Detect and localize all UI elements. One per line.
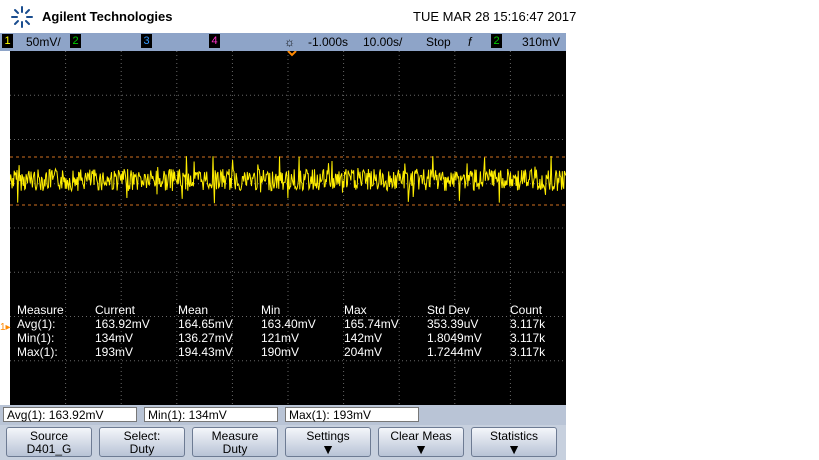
quick-meas: Min(1): 134mV: [144, 407, 278, 422]
meas-value: 3.117k: [510, 317, 546, 331]
column-header: Measure: [17, 303, 64, 317]
softkey-label: Clear Meas: [390, 429, 452, 443]
meas-value: 136.27mV: [178, 331, 233, 345]
column-header: Mean: [178, 303, 209, 317]
softkey-value: D401_G: [26, 442, 72, 456]
trigger-level: 310mV: [522, 35, 561, 49]
agilent-logo: [11, 6, 33, 28]
softkey-value: Duty: [222, 442, 248, 456]
softkey-label: Settings: [306, 429, 350, 443]
meas-label: Max(1):: [17, 345, 58, 359]
quick-meas: Max(1): 193mV: [285, 407, 419, 422]
meas-value: 142mV: [344, 331, 383, 345]
column-header: Std Dev: [427, 303, 470, 317]
trigger-edge: f: [468, 35, 472, 49]
meas-value: 3.117k: [510, 331, 546, 345]
meas-value: 163.92mV: [95, 317, 150, 331]
meas-label: Avg(1):: [17, 317, 56, 331]
softkey[interactable]: Select: Duty: [99, 427, 185, 457]
meas-value: 193mV: [95, 345, 134, 359]
softkey-arrow: ▼: [507, 441, 521, 457]
meas-value: 1.8049mV: [427, 331, 482, 345]
meas-value: 190mV: [261, 345, 300, 359]
softkey-label: Select:: [123, 429, 161, 443]
delay-icon: ☼: [284, 35, 295, 49]
softkey-value: Duty: [129, 442, 155, 456]
brand: Agilent Technologies: [42, 9, 173, 24]
meas-value: 353.39uV: [427, 317, 479, 331]
softkey-arrow: ▼: [321, 441, 335, 457]
ch1-ground-marker: 1▸: [0, 322, 11, 333]
waveform-screen: [10, 51, 566, 405]
softkey-label: Statistics: [489, 429, 538, 443]
meas-value: 194.43mV: [178, 345, 233, 359]
run-state: Stop: [426, 35, 451, 49]
ch1-indicator[interactable]: 1: [2, 34, 13, 48]
meas-value: 121mV: [261, 331, 300, 345]
softkey[interactable]: Statistics ▼: [471, 427, 557, 457]
status-bar: 1 50mV/ 2 3 4 ☼ -1.000s 10.00s/ Stop f 2…: [0, 33, 566, 51]
meas-value: 3.117k: [510, 345, 546, 359]
softkey[interactable]: Clear Meas ▼: [378, 427, 464, 457]
quick-meas-bar: Avg(1): 163.92mV Min(1): 134mV Max(1): 193…: [0, 405, 566, 425]
column-header: Current: [95, 303, 136, 317]
quick-meas: Avg(1): 163.92mV: [3, 407, 137, 422]
column-header: Count: [510, 303, 543, 317]
softkey-label: Measure: [211, 429, 259, 443]
meas-value: 1.7244mV: [427, 345, 482, 359]
softkey[interactable]: Source D401_G: [6, 427, 92, 457]
meas-value: 163.40mV: [261, 317, 316, 331]
ch3-indicator[interactable]: 3: [141, 34, 152, 48]
delay: -1.000s: [308, 35, 349, 49]
softkey-arrow: ▼: [414, 441, 428, 457]
softkey[interactable]: Measure Duty: [192, 427, 278, 457]
ch4-indicator[interactable]: 4: [209, 34, 220, 48]
ch2-indicator[interactable]: 2: [70, 34, 81, 48]
meas-value: 134mV: [95, 331, 134, 345]
meas-label: Min(1):: [17, 331, 55, 345]
timebase: 10.00s/: [363, 35, 403, 49]
softkey[interactable]: Settings ▼: [285, 427, 371, 457]
meas-value: 165.74mV: [344, 317, 399, 331]
trigger-marker: [287, 51, 297, 57]
meas-value: 164.65mV: [178, 317, 233, 331]
ch1-trace: [10, 155, 566, 204]
softkey-bar: Source D401_G Select: Duty Measure Duty Settin…: [0, 425, 566, 460]
column-header: Max: [344, 303, 367, 317]
ch1-scale: 50mV/: [26, 35, 61, 49]
meas-value: 204mV: [344, 345, 383, 359]
trigger-source: 2: [491, 34, 502, 48]
datetime: TUE MAR 28 15:16:47 2017: [413, 9, 577, 24]
column-header: Min: [261, 303, 281, 317]
softkey-label: Source: [29, 429, 69, 443]
